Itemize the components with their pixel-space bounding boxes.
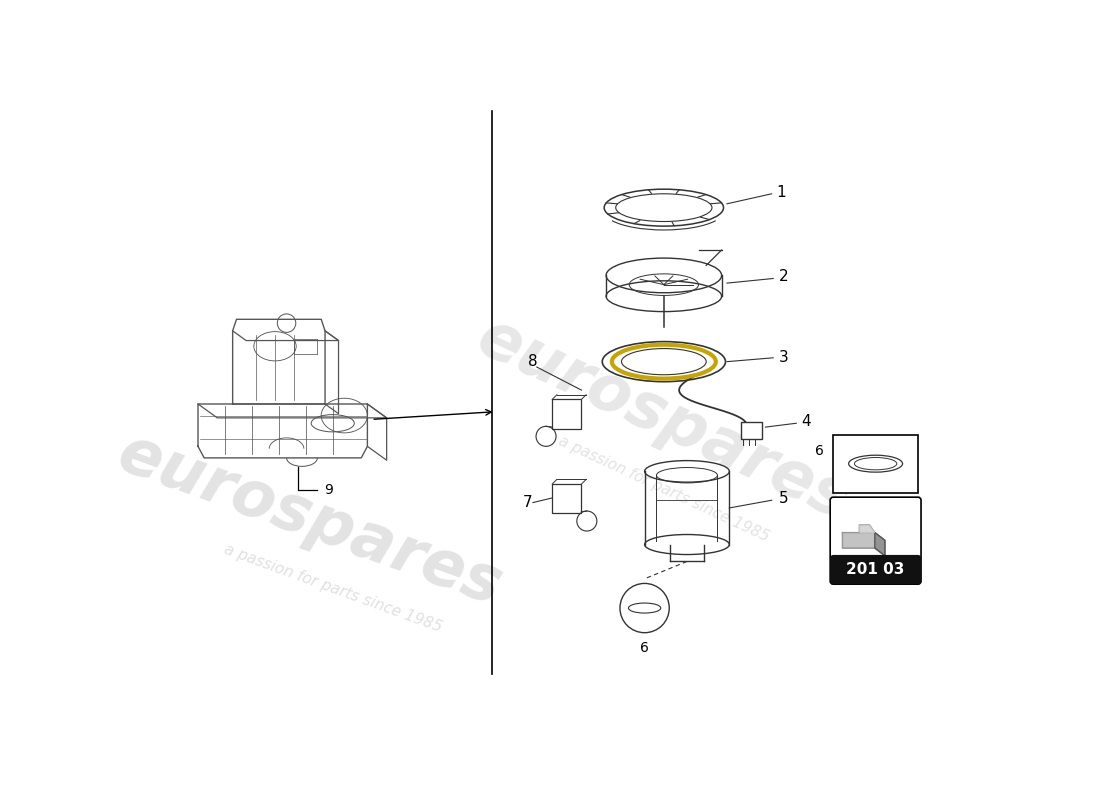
Text: 6: 6 xyxy=(640,641,649,655)
FancyBboxPatch shape xyxy=(830,497,921,584)
Bar xyxy=(834,435,917,493)
Text: 9: 9 xyxy=(324,483,333,498)
Polygon shape xyxy=(874,533,884,556)
Text: 8: 8 xyxy=(528,354,538,369)
Text: 3: 3 xyxy=(779,350,788,366)
Text: a passion for parts since 1985: a passion for parts since 1985 xyxy=(222,542,443,635)
Text: 7: 7 xyxy=(522,495,532,510)
Text: eurospares: eurospares xyxy=(109,422,510,618)
Bar xyxy=(552,484,582,514)
Text: 6: 6 xyxy=(815,444,824,458)
Polygon shape xyxy=(859,525,874,533)
Bar xyxy=(741,422,762,439)
Text: eurospares: eurospares xyxy=(468,306,860,533)
Text: 4: 4 xyxy=(802,414,811,430)
Bar xyxy=(552,399,582,429)
Text: 2: 2 xyxy=(779,270,788,285)
FancyBboxPatch shape xyxy=(830,555,921,584)
Text: 5: 5 xyxy=(779,491,788,506)
Text: 1: 1 xyxy=(777,185,785,200)
Text: a passion for parts since 1985: a passion for parts since 1985 xyxy=(557,433,771,544)
Polygon shape xyxy=(843,533,884,556)
Text: 201 03: 201 03 xyxy=(846,562,905,577)
Bar xyxy=(834,558,917,581)
